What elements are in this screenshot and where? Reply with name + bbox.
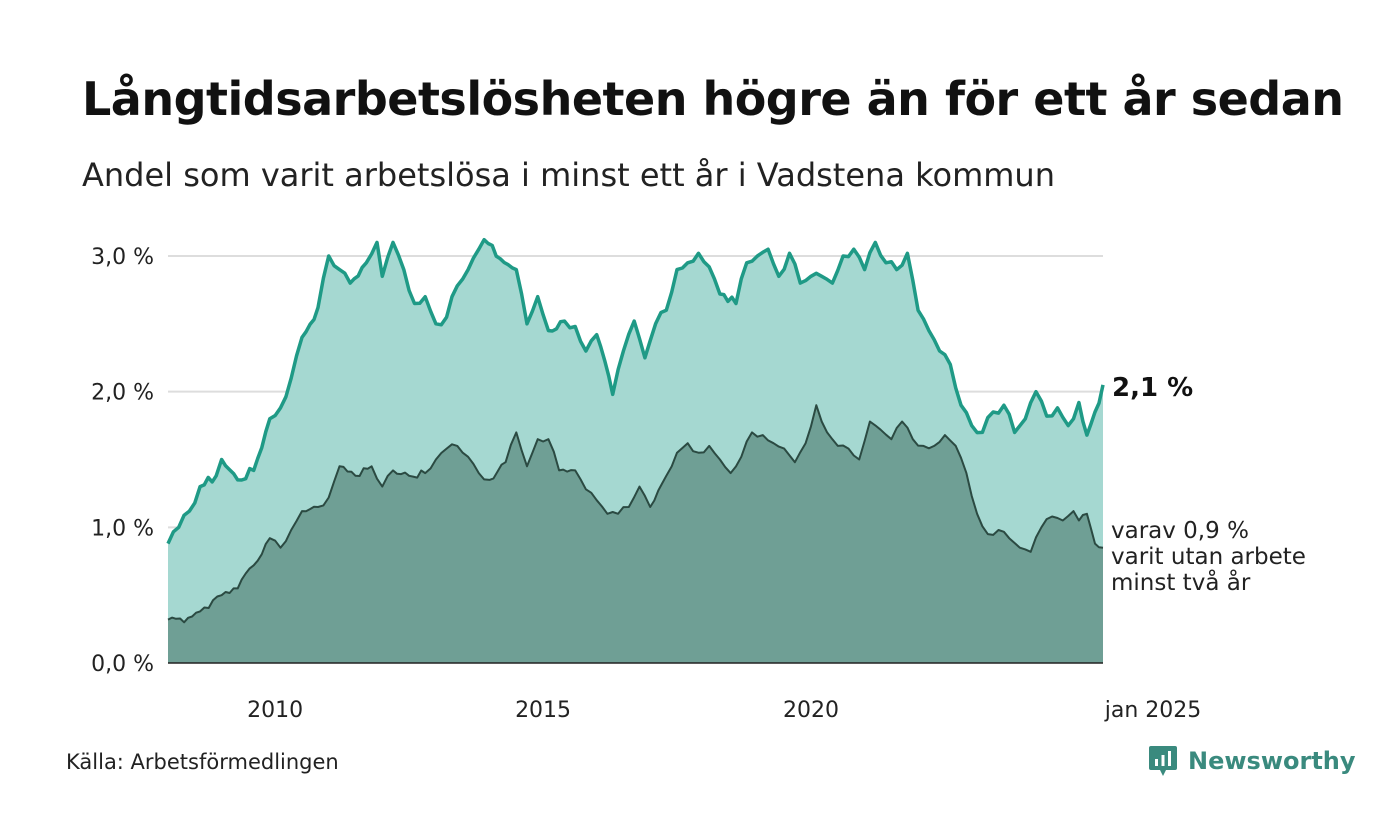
y-tick-label: 2,0 %: [91, 381, 154, 406]
y-tick-label: 3,0 %: [91, 245, 154, 270]
x-tick-label: 2015: [515, 698, 571, 723]
brand-logo: Newsworthy: [1148, 744, 1356, 778]
chart-subtitle: Andel som varit arbetslösa i minst ett å…: [82, 156, 1055, 194]
end-label-lower-line: minst två år: [1111, 568, 1251, 596]
series-area-lower: [168, 405, 1103, 663]
x-tick-label: 2020: [783, 698, 839, 723]
area-layer: [166, 237, 1105, 663]
y-tick-label: 1,0 %: [91, 516, 154, 541]
series-line-upper: [166, 237, 1105, 545]
x-tick-label: 2010: [247, 698, 303, 723]
source-note: Källa: Arbetsförmedlingen: [66, 750, 339, 774]
end-label-lower-line: varit utan arbete: [1111, 544, 1306, 570]
newsworthy-icon: [1149, 746, 1177, 776]
end-label-upper: 2,1 %: [1112, 373, 1193, 403]
x-tick-label: jan 2025: [1104, 698, 1202, 723]
series-line-lower: [167, 404, 1104, 624]
axis-layer: 0,0 % 1,0 % 2,0 % 3,0 % 2010 2015 2020 jan 2025: [91, 245, 1201, 723]
end-label-lower-line: varav 0,9 %: [1111, 518, 1249, 544]
y-tick-label: 0,0 %: [91, 652, 154, 677]
brand-name: Newsworthy: [1188, 747, 1356, 775]
chart-title: Långtidsarbetslösheten högre än för ett …: [82, 72, 1344, 126]
